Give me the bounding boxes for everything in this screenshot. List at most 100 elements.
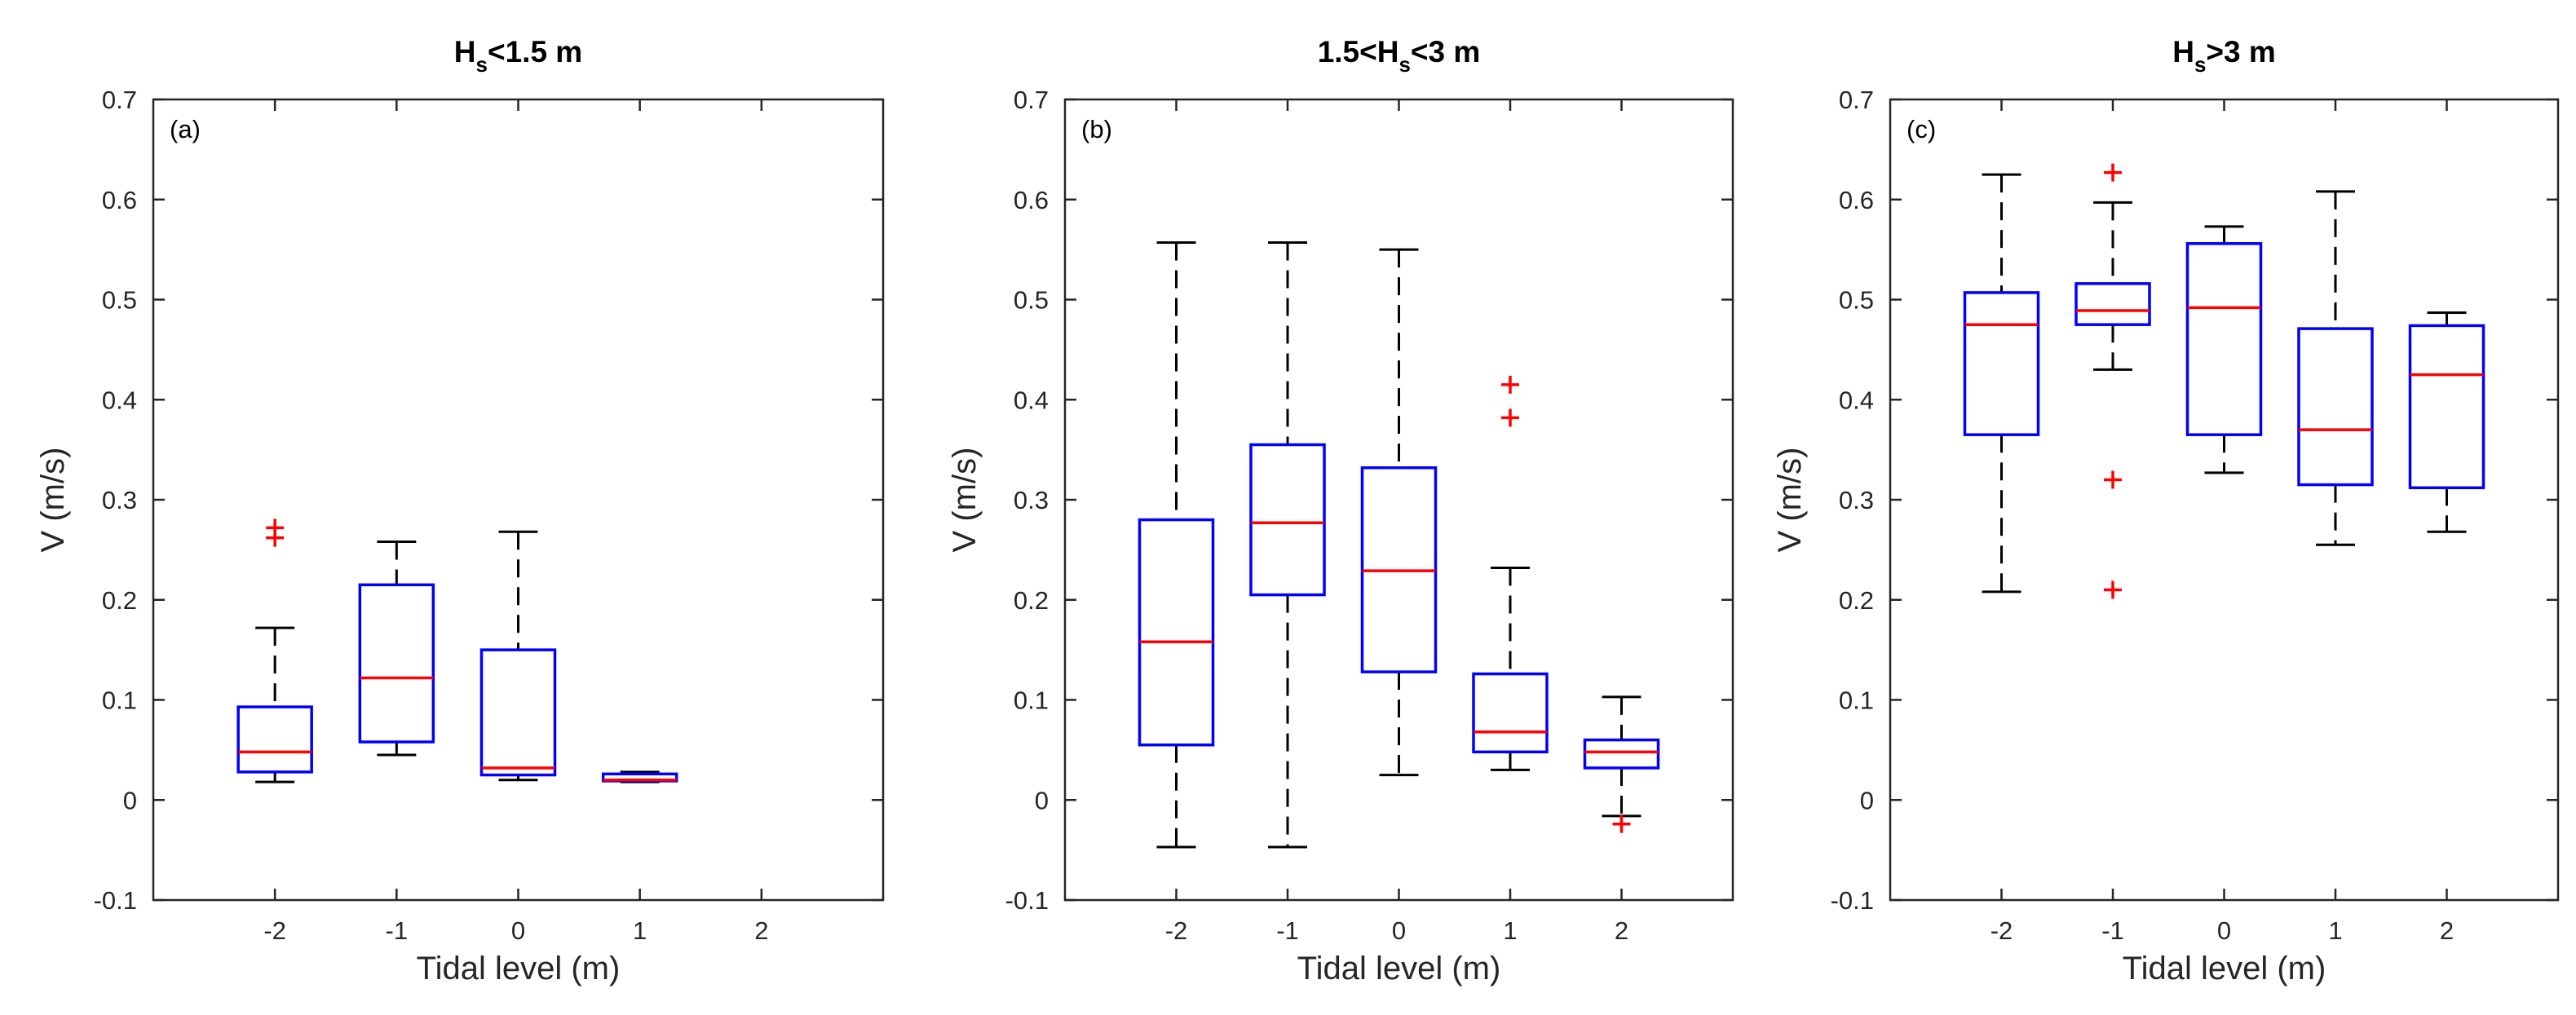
box-group-x1 (1472, 375, 1549, 771)
y-tick-label: 0.7 (1839, 86, 1874, 114)
x-tick-label: 0 (1392, 916, 1406, 945)
x-tick-label: 1 (1503, 916, 1517, 945)
box-group-x-2 (1138, 241, 1215, 849)
x-tick-label: 1 (633, 916, 647, 945)
y-tick-label: 0.6 (102, 186, 137, 214)
y-axis-label: V (m/s) (1772, 448, 1808, 553)
y-tick-label: 0.3 (102, 486, 137, 514)
box-group-x0 (2185, 225, 2263, 474)
x-tick-label: -1 (386, 916, 409, 945)
iqr-box (358, 583, 435, 744)
y-tick-label: 0.5 (102, 286, 137, 315)
iqr-box (1249, 443, 1326, 597)
title-subscript: s (476, 52, 488, 77)
iqr-box (2297, 327, 2374, 487)
x-tick-label: 0 (2217, 916, 2231, 945)
x-tick-label: -2 (1991, 916, 2013, 945)
y-tick-label: 0 (123, 786, 137, 814)
title-suffix: >3 m (2206, 35, 2275, 68)
chart-title: 1.5<Hs<3 m (1318, 35, 1481, 77)
y-axis-label: V (m/s) (947, 448, 983, 553)
iqr-box (2185, 242, 2263, 436)
title-suffix: <3 m (1411, 35, 1480, 68)
chart-panel-2: -0.1 0 0.1 0.2 0.3 0.4 0.5 0.6 0.7 -2 -1 0 1 2 Tidal l… (947, 35, 1734, 986)
y-tick-label: 0.3 (1014, 486, 1049, 514)
y-tick-label: -0.1 (1005, 886, 1049, 915)
box-group-x2 (1583, 695, 1660, 833)
title-suffix: <1.5 m (488, 35, 582, 68)
y-tick-label: 0.2 (102, 586, 137, 615)
iqr-box (1472, 672, 1549, 754)
y-axis-label: V (m/s) (35, 448, 71, 553)
x-axis-label: Tidal level (m) (417, 951, 621, 986)
iqr-box (2408, 324, 2485, 490)
chart-panel-1: -0.1 0 0.1 0.2 0.3 0.4 0.5 0.6 0.7 -2 -1 0 1 2 Tidal l… (35, 35, 885, 986)
iqr-box (1583, 738, 1660, 770)
outlier-marker (2104, 580, 2122, 599)
y-tick-label: 0 (1860, 786, 1874, 814)
y-tick-label: 0.4 (1839, 386, 1874, 414)
y-tick-label: 0.7 (102, 86, 137, 114)
y-tick-label: 0.7 (1014, 86, 1049, 114)
axes-frame (1889, 98, 2560, 902)
iqr-box (1963, 291, 2040, 436)
box-group-x-2 (1963, 173, 2040, 594)
title-prefix: H (454, 35, 476, 68)
box-group-x-1 (2074, 163, 2151, 599)
x-tick-label: -1 (2101, 916, 2124, 945)
chart-title: Hs>3 m (2172, 35, 2276, 77)
y-tick-label: 0.5 (1839, 286, 1874, 315)
y-tick-label: 0.1 (102, 686, 137, 715)
outlier-marker (2104, 470, 2122, 489)
iqr-box (2074, 282, 2151, 326)
y-tick-label: 0.6 (1014, 186, 1049, 214)
x-tick-label: -1 (1276, 916, 1299, 945)
axes-frame (1063, 98, 1734, 902)
x-tick-label: -2 (263, 916, 286, 945)
iqr-box (1138, 518, 1215, 747)
y-tick-label: 0.1 (1839, 686, 1874, 715)
x-tick-label: 2 (1615, 916, 1628, 945)
x-tick-label: 2 (2440, 916, 2454, 945)
title-prefix: 1.5<H (1318, 35, 1399, 68)
y-tick-label: 0.4 (1014, 386, 1049, 414)
box-group-x1 (601, 770, 678, 783)
outlier-marker (1501, 375, 1519, 394)
box-group-x-2 (236, 519, 313, 783)
y-tick-label: 0.5 (1014, 286, 1049, 315)
y-tick-label: 0.4 (102, 386, 137, 414)
y-tick-label: 0 (1035, 786, 1049, 814)
y-tick-label: 0.1 (1014, 686, 1049, 715)
panel-tag: (b) (1081, 115, 1112, 143)
x-tick-label: 1 (2328, 916, 2342, 945)
panel-tag: (c) (1907, 115, 1936, 143)
box-group-x-1 (358, 541, 435, 757)
box-group-x2 (2408, 311, 2485, 533)
y-tick-label: 0.6 (1839, 186, 1874, 214)
box-group-x0 (479, 530, 557, 782)
outlier-marker (266, 519, 285, 537)
outlier-marker (2104, 163, 2122, 182)
chart-title: Hs<1.5 m (454, 35, 582, 77)
chart-panel-3: -0.1 0 0.1 0.2 0.3 0.4 0.5 0.6 0.7 -2 -1 0 1 2 Tidal l… (1772, 35, 2560, 986)
title-prefix: H (2172, 35, 2194, 68)
x-axis-label: Tidal level (m) (2123, 951, 2326, 986)
y-tick-label: -0.1 (94, 886, 137, 915)
panel-tag: (a) (170, 115, 201, 143)
title-subscript: s (1398, 52, 1410, 77)
box-group-x0 (1360, 248, 1438, 777)
x-tick-label: -2 (1165, 916, 1188, 945)
x-tick-label: 0 (511, 916, 525, 945)
box-group-x-1 (1249, 241, 1326, 849)
x-tick-label: 2 (754, 916, 768, 945)
outlier-marker (1501, 408, 1519, 427)
outlier-marker (1612, 814, 1631, 833)
y-tick-label: 0.3 (1839, 486, 1874, 514)
box-group-x1 (2297, 190, 2374, 546)
y-tick-label: -0.1 (1831, 886, 1874, 915)
iqr-box (479, 648, 557, 777)
y-tick-label: 0.2 (1839, 586, 1874, 615)
x-axis-label: Tidal level (m) (1297, 951, 1501, 986)
y-tick-label: 0.2 (1014, 586, 1049, 615)
